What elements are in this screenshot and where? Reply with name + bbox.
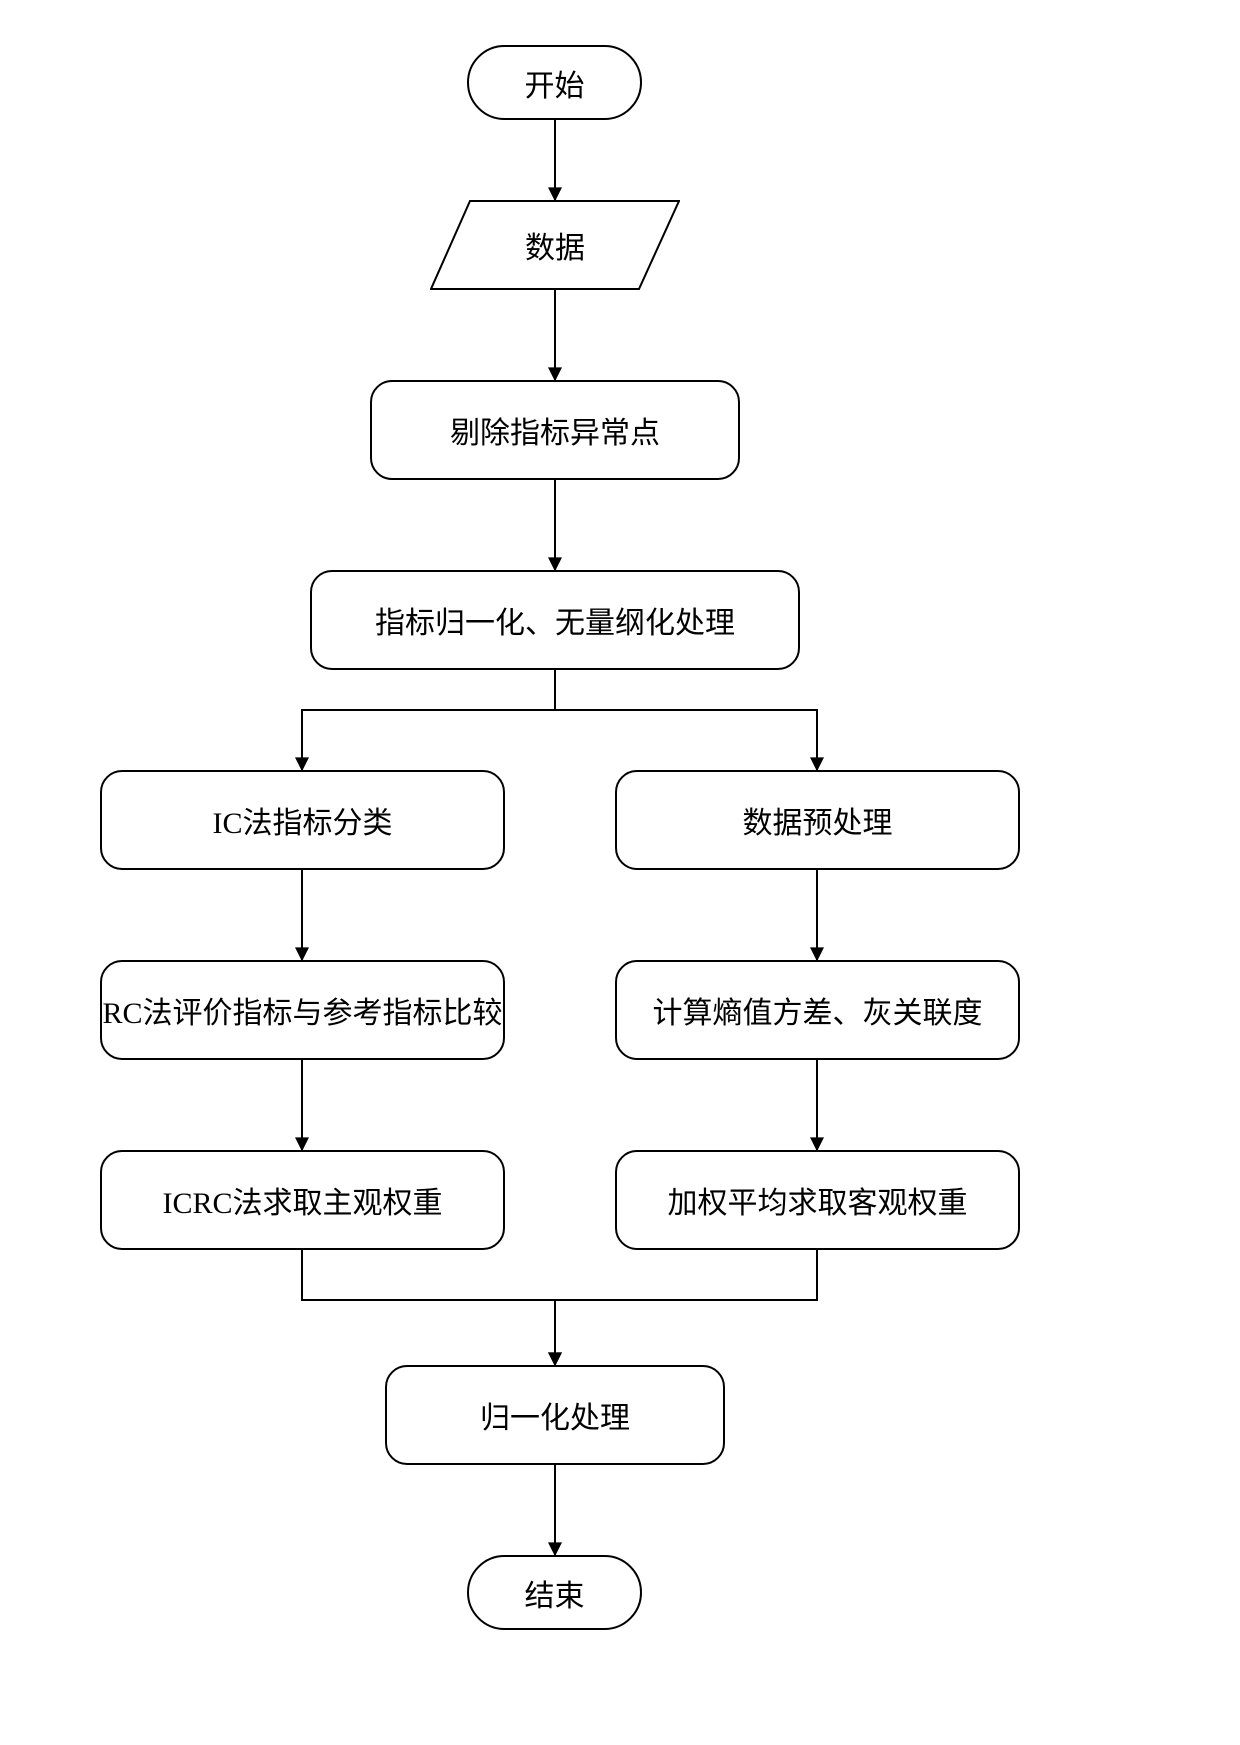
node-start: 开始: [467, 45, 642, 120]
node-label: IC法指标分类: [213, 798, 393, 842]
node-label: 指标归一化、无量纲化处理: [375, 598, 735, 642]
edge-right3-to-merge: [555, 1250, 817, 1365]
node-right3: 加权平均求取客观权重: [615, 1150, 1020, 1250]
edge-step2-to-right1: [555, 670, 817, 770]
node-left3: ICRC法求取主观权重: [100, 1150, 505, 1250]
node-end: 结束: [467, 1555, 642, 1630]
edge-left3-to-merge: [302, 1250, 555, 1365]
node-left1: IC法指标分类: [100, 770, 505, 870]
node-label: 数据预处理: [743, 798, 893, 842]
node-left2: RC法评价指标与参考指标比较: [100, 960, 505, 1060]
node-step2: 指标归一化、无量纲化处理: [310, 570, 800, 670]
node-label: 归一化处理: [480, 1393, 630, 1437]
node-label: RC法评价指标与参考指标比较: [102, 988, 502, 1032]
node-label: 剔除指标异常点: [450, 408, 660, 452]
node-right1: 数据预处理: [615, 770, 1020, 870]
edge-step2-to-left1: [302, 670, 555, 770]
node-label: 加权平均求取客观权重: [668, 1178, 968, 1222]
node-step1: 剔除指标异常点: [370, 380, 740, 480]
node-merge: 归一化处理: [385, 1365, 725, 1465]
node-data: 数据: [430, 200, 680, 290]
node-label: 数据: [525, 223, 585, 267]
node-label: 结束: [525, 1571, 585, 1615]
node-label: ICRC法求取主观权重: [162, 1178, 442, 1222]
node-right2: 计算熵值方差、灰关联度: [615, 960, 1020, 1060]
node-label: 计算熵值方差、灰关联度: [653, 988, 983, 1032]
node-label: 开始: [525, 61, 585, 105]
